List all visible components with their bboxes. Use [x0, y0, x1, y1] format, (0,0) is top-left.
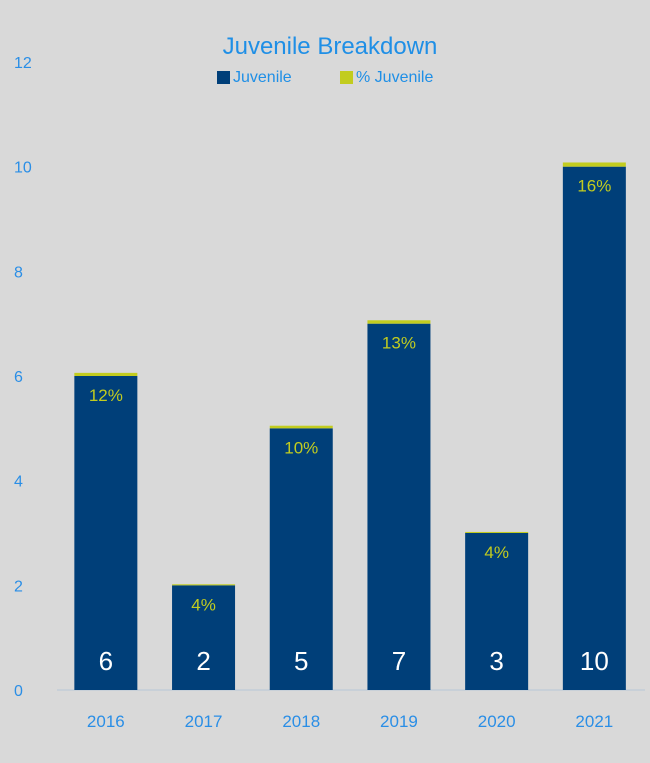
bars: 12% 6 4% 2 10% 5 13% 7 4% 3 16% 10 [74, 162, 626, 690]
bar-juvenile [562, 166, 626, 690]
legend-label-pct-juvenile: % Juvenile [356, 69, 433, 86]
y-tick-label: 2 [14, 578, 23, 595]
legend-swatch-juvenile [217, 71, 230, 84]
juvenile-value-label: 5 [294, 646, 308, 676]
bar-juvenile [172, 585, 236, 690]
bar-juvenile [269, 428, 333, 690]
legend-swatch-pct-juvenile [340, 71, 353, 84]
bar-pct-juvenile [269, 425, 333, 429]
pct-juvenile-label: 16% [577, 177, 611, 196]
bar-juvenile [367, 323, 431, 690]
x-tick-label: 2018 [282, 712, 320, 731]
juvenile-value-label: 3 [489, 646, 503, 676]
juvenile-value-label: 2 [196, 646, 210, 676]
x-tick-label: 2017 [185, 712, 223, 731]
juvenile-value-label: 10 [580, 646, 609, 676]
bar-pct-juvenile [172, 584, 236, 586]
pct-juvenile-label: 13% [382, 334, 416, 353]
x-tick-label: 2016 [87, 712, 125, 731]
y-tick-label: 4 [14, 474, 23, 491]
y-tick-label: 8 [14, 264, 23, 281]
bar-pct-juvenile [74, 372, 138, 376]
x-tick-label: 2019 [380, 712, 418, 731]
bar-juvenile [74, 376, 138, 690]
y-tick-label: 6 [14, 369, 23, 386]
legend-label-juvenile: Juvenile [233, 69, 292, 86]
pct-juvenile-label: 4% [484, 543, 509, 562]
bar-pct-juvenile [465, 531, 529, 533]
pct-juvenile-label: 12% [89, 386, 123, 405]
bar-pct-juvenile [367, 320, 431, 324]
y-tick-label: 0 [14, 683, 23, 700]
y-tick-label: 10 [14, 160, 32, 177]
pct-juvenile-label: 10% [284, 438, 318, 457]
juvenile-value-label: 7 [392, 646, 406, 676]
chart-title: Juvenile Breakdown [223, 33, 438, 60]
bar-pct-juvenile [562, 162, 626, 167]
y-axis-ticks: 0 2 4 6 8 10 12 [14, 55, 32, 700]
bar-juvenile [465, 533, 529, 690]
y-tick-label: 12 [14, 55, 32, 72]
juvenile-value-label: 6 [99, 646, 113, 676]
legend: Juvenile % Juvenile [217, 69, 433, 86]
pct-juvenile-label: 4% [191, 595, 216, 614]
x-tick-label: 2021 [575, 712, 613, 731]
x-axis-ticks: 2016 2017 2018 2019 2020 2021 [87, 712, 613, 731]
x-tick-label: 2020 [478, 712, 516, 731]
